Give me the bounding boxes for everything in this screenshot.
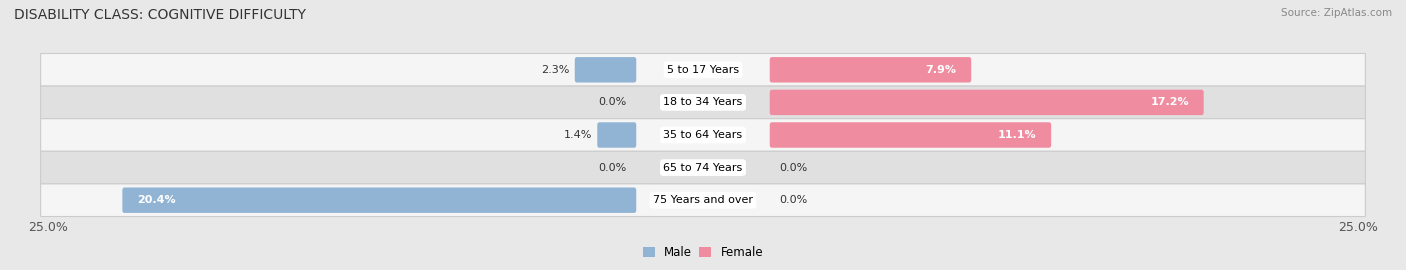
FancyBboxPatch shape xyxy=(122,187,637,213)
FancyBboxPatch shape xyxy=(598,122,637,148)
Text: 0.0%: 0.0% xyxy=(599,163,627,173)
FancyBboxPatch shape xyxy=(575,57,637,83)
Text: Source: ZipAtlas.com: Source: ZipAtlas.com xyxy=(1281,8,1392,18)
Text: 11.1%: 11.1% xyxy=(998,130,1036,140)
Text: 0.0%: 0.0% xyxy=(779,195,807,205)
Text: 2.3%: 2.3% xyxy=(541,65,569,75)
FancyBboxPatch shape xyxy=(41,184,1365,217)
Text: 35 to 64 Years: 35 to 64 Years xyxy=(664,130,742,140)
FancyBboxPatch shape xyxy=(769,90,1204,115)
Text: 75 Years and over: 75 Years and over xyxy=(652,195,754,205)
Text: 1.4%: 1.4% xyxy=(564,130,592,140)
Text: 25.0%: 25.0% xyxy=(1339,221,1378,234)
FancyBboxPatch shape xyxy=(41,119,1365,151)
Text: 0.0%: 0.0% xyxy=(779,163,807,173)
Text: 65 to 74 Years: 65 to 74 Years xyxy=(664,163,742,173)
Text: 17.2%: 17.2% xyxy=(1150,97,1189,107)
Text: 0.0%: 0.0% xyxy=(599,97,627,107)
Text: 5 to 17 Years: 5 to 17 Years xyxy=(666,65,740,75)
FancyBboxPatch shape xyxy=(41,53,1365,86)
Text: 25.0%: 25.0% xyxy=(28,221,67,234)
Text: DISABILITY CLASS: COGNITIVE DIFFICULTY: DISABILITY CLASS: COGNITIVE DIFFICULTY xyxy=(14,8,307,22)
Legend: Male, Female: Male, Female xyxy=(638,241,768,264)
Text: 20.4%: 20.4% xyxy=(136,195,176,205)
FancyBboxPatch shape xyxy=(41,86,1365,119)
Text: 18 to 34 Years: 18 to 34 Years xyxy=(664,97,742,107)
FancyBboxPatch shape xyxy=(769,122,1052,148)
FancyBboxPatch shape xyxy=(41,151,1365,184)
FancyBboxPatch shape xyxy=(769,57,972,83)
Text: 7.9%: 7.9% xyxy=(925,65,956,75)
